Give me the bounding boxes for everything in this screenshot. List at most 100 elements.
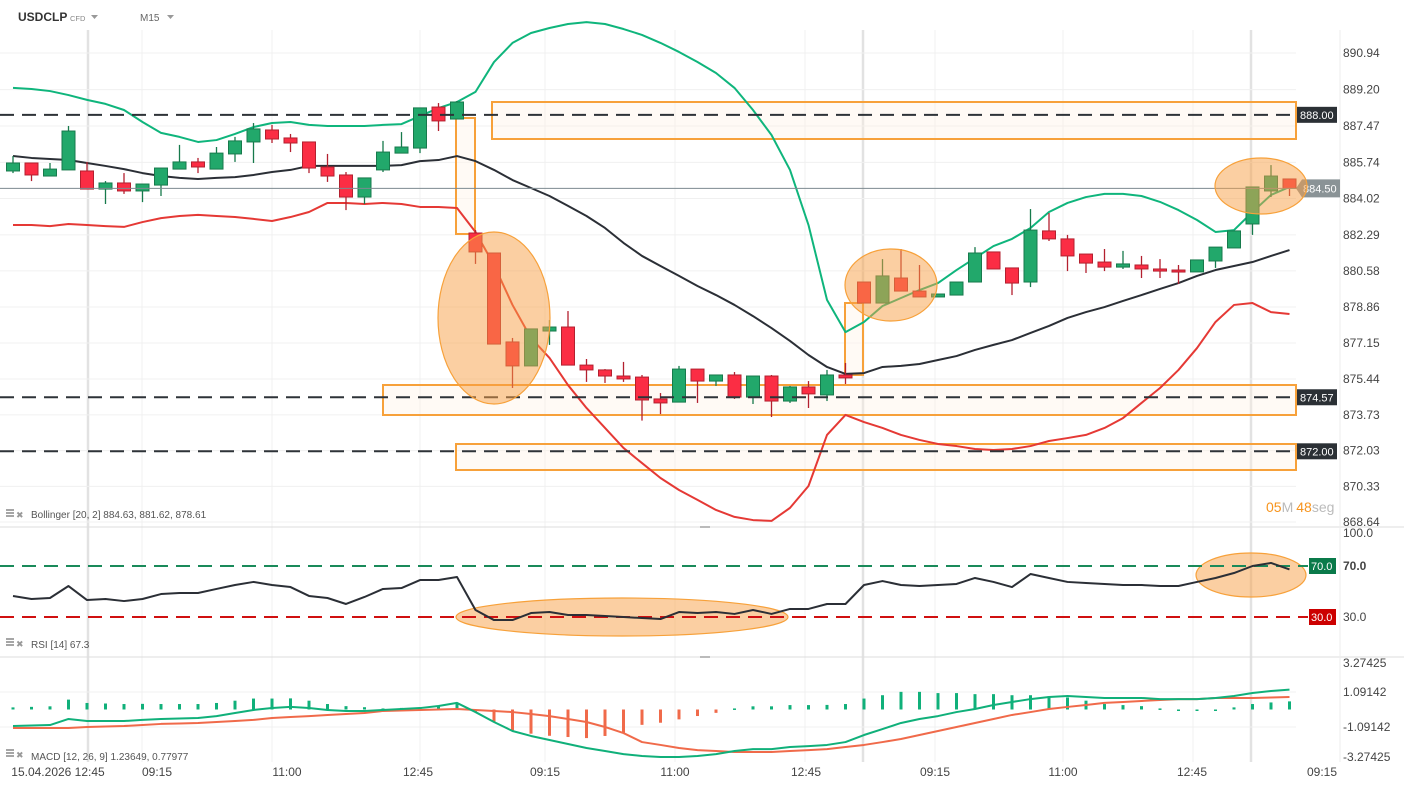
candle — [820, 369, 834, 402]
macd-histogram-bar — [363, 707, 366, 710]
symbol-caret-down-icon[interactable] — [91, 15, 98, 19]
candle — [24, 162, 39, 182]
symbol-name[interactable]: USDCLP — [18, 10, 67, 24]
candle-body — [1023, 229, 1038, 283]
macd-histogram-bar — [1121, 705, 1125, 710]
candle-body — [653, 398, 668, 404]
candle-body — [1060, 238, 1075, 257]
candle-body — [302, 141, 316, 169]
macd-histogram-bar — [1232, 707, 1236, 710]
macd-histogram-bar — [141, 703, 144, 710]
macd-histogram-bar — [844, 704, 847, 710]
candle — [672, 365, 686, 403]
macd-histogram-bar — [1158, 708, 1162, 710]
candle-body — [801, 386, 816, 395]
macd-histogram-bar — [585, 709, 588, 739]
candle-body — [968, 252, 982, 283]
macd-histogram-bar — [233, 700, 237, 710]
pane-resize-handle[interactable] — [700, 656, 710, 658]
close-x-icon[interactable]: ✖ — [16, 510, 24, 520]
candle — [357, 177, 372, 204]
highlight-ellipse[interactable] — [844, 248, 938, 322]
level-price-label: 874.57 — [1300, 392, 1334, 404]
macd-histogram-bar — [511, 709, 514, 731]
annotation-zones[interactable] — [382, 101, 1297, 471]
macd-legend-text: MACD [12, 26, 9] 1.23649, 0.77977 — [31, 752, 189, 763]
macd-histogram-bar — [825, 704, 829, 710]
macd-histogram-bar — [622, 709, 625, 733]
gap-rectangle[interactable] — [455, 117, 476, 235]
candle — [376, 140, 390, 173]
candle-body — [727, 374, 742, 398]
macd-histogram-bar — [1047, 696, 1051, 710]
price-axis-label: 890.94 — [1343, 46, 1380, 60]
bollinger-middle-line — [12, 155, 1290, 375]
menu-lines-icon[interactable] — [6, 749, 14, 757]
candle — [801, 381, 816, 408]
rsi-axis-label: 100.0 — [1343, 526, 1373, 540]
timeframe-selector[interactable]: M15 — [140, 13, 160, 24]
candle-body — [1134, 264, 1149, 270]
candle-body — [672, 368, 686, 403]
candle-body — [80, 170, 94, 190]
macd-histogram-bar — [807, 705, 810, 710]
price-axis-label: 880.58 — [1343, 264, 1380, 278]
highlight-ellipse[interactable] — [1195, 552, 1307, 598]
macd-histogram-bar — [677, 709, 681, 720]
price-axis-label: 868.64 — [1343, 515, 1380, 529]
candle — [968, 247, 982, 283]
bollinger-legend[interactable]: ✖ Bollinger [20, 2] 884.63, 881.62, 878.… — [6, 509, 207, 521]
macd-histogram-bar — [455, 702, 459, 710]
annotation-ellipses[interactable] — [437, 157, 1308, 637]
price-axis-label: 872.03 — [1343, 444, 1380, 458]
macd-legend[interactable]: ✖ MACD [12, 26, 9] 1.23649, 0.77977 — [6, 749, 189, 763]
macd-histogram-bar — [603, 709, 607, 736]
instrument-type: CFD — [70, 14, 86, 23]
level-price-tag — [1297, 389, 1337, 406]
gap-rectangle[interactable] — [844, 302, 864, 376]
price-axis-label: 885.74 — [1343, 155, 1380, 169]
level-price-tag — [1297, 106, 1337, 123]
rsi-axis-label: 30.0 — [1343, 610, 1367, 624]
candle — [1153, 259, 1167, 279]
candle — [98, 181, 113, 204]
candle-body — [339, 174, 353, 198]
highlight-ellipse[interactable] — [437, 231, 551, 405]
menu-lines-icon[interactable] — [6, 638, 14, 646]
menu-lines-icon[interactable] — [6, 509, 14, 517]
close-x-icon[interactable]: ✖ — [16, 750, 24, 760]
level-price-tag — [1297, 443, 1337, 460]
price-axis-label: 873.73 — [1343, 408, 1380, 422]
macd-histogram-bar — [548, 709, 551, 736]
rsi-legend[interactable]: ✖ RSI [14] 67.3 — [6, 638, 90, 651]
macd-histogram-bar — [85, 702, 89, 710]
close-x-icon[interactable]: ✖ — [16, 639, 24, 649]
candle — [1208, 246, 1223, 268]
macd-histogram-bar — [1029, 695, 1032, 710]
macd-histogram-bar — [881, 695, 884, 710]
candle-body — [986, 251, 1001, 270]
candle — [1079, 253, 1093, 273]
candle-body — [746, 375, 760, 398]
macd-histogram-bar — [973, 694, 977, 710]
candle-body — [561, 326, 575, 366]
candle — [1097, 248, 1112, 272]
macd-histogram-bar — [659, 709, 662, 723]
timeframe-caret-down-icon[interactable] — [167, 15, 174, 19]
candle-body — [690, 368, 705, 382]
price-axis-label: 887.47 — [1343, 119, 1380, 133]
candle-body — [357, 177, 372, 198]
macd-histogram-bar — [307, 700, 311, 710]
macd-histogram-bar — [437, 705, 440, 710]
candle-body — [394, 146, 409, 154]
price-zone-rectangle[interactable] — [455, 443, 1297, 471]
candle-body — [579, 364, 594, 371]
macd-histogram-bar — [11, 707, 15, 710]
macd-histogram-bar — [862, 698, 866, 710]
highlight-ellipse[interactable] — [1214, 157, 1308, 215]
price-zone-rectangle[interactable] — [491, 101, 1297, 140]
rsi-pane: 70.0 30.0 — [0, 558, 1336, 625]
rsi-level-tag — [1309, 609, 1336, 625]
pane-resize-handle[interactable] — [700, 526, 710, 528]
